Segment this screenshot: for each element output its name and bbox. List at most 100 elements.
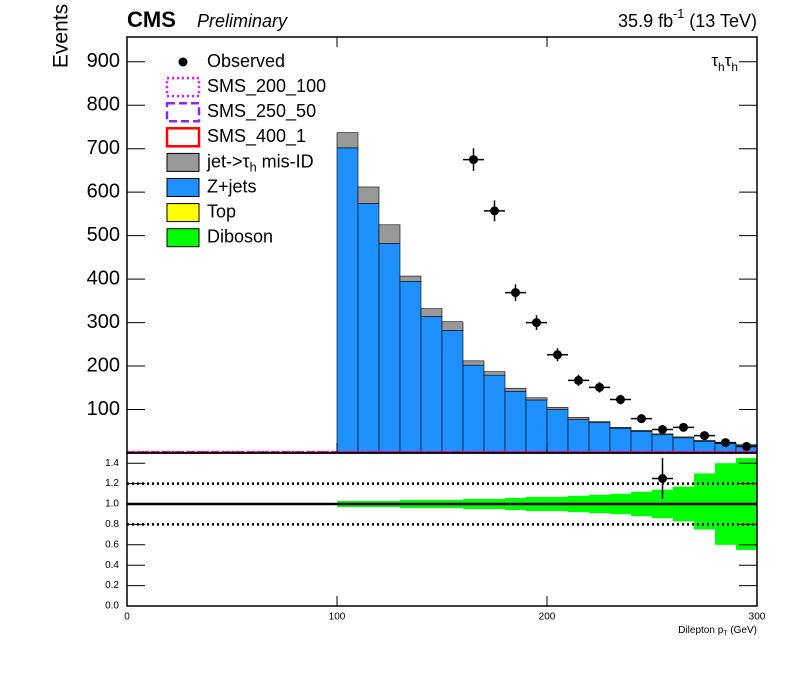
x-axis-label-part: T [723, 630, 728, 637]
channel-label-part: τ [725, 51, 732, 70]
uncertainty-band [694, 473, 715, 530]
x-tick-label: 200 [539, 612, 556, 623]
stack-bar [693, 440, 716, 442]
y-tick-label: 100 [87, 398, 120, 420]
stack-bar [420, 308, 443, 317]
stack-bar [525, 399, 548, 453]
stack-bar [504, 387, 527, 392]
stack-bar [357, 203, 380, 453]
lumi-label-part: -1 [673, 7, 684, 21]
stack-bar [357, 186, 380, 204]
stack-bar [609, 427, 632, 453]
legend-marker [165, 76, 201, 98]
observed-point [742, 441, 751, 451]
stack-bar [630, 430, 653, 453]
stack-bar [588, 421, 611, 423]
y-tick-label: 700 [87, 137, 120, 159]
legend-label: SMS_250_50 [207, 101, 316, 122]
lumi-label: 35.9 fb-1 (13 TeV) [618, 7, 757, 31]
channel-label-part: h [731, 60, 738, 74]
stack-bar [693, 440, 716, 453]
y-tick-label: 1.2 [105, 478, 119, 489]
legend-label-part: jet->τ [206, 151, 250, 171]
legend-marker [166, 228, 200, 248]
lumi-label-part: 35.9 fb [618, 11, 673, 31]
observed-point [595, 382, 604, 392]
legend-label-part: h [250, 161, 257, 175]
lumi-label-part: (13 TeV) [684, 11, 757, 31]
legend-label: SMS_400_1 [207, 126, 306, 147]
observed-point [679, 422, 688, 432]
stack-bar [672, 436, 695, 439]
y-tick-label: 0.2 [105, 580, 119, 591]
channel-label: τhτh [711, 51, 738, 74]
y-tick-label: 900 [87, 50, 120, 72]
stack-bar [462, 360, 485, 366]
x-axis-label-part: Dilepton p [678, 625, 723, 636]
stack-bar [336, 132, 359, 149]
legend-marker [165, 127, 201, 148]
stack-bar [546, 407, 569, 410]
x-tick-label: 100 [329, 612, 346, 623]
y-tick-label: 500 [87, 224, 120, 246]
observed-point [721, 438, 730, 448]
plot-frame [126, 452, 758, 607]
y-tick-label: 0.8 [105, 519, 119, 530]
y-tick-label: 600 [87, 180, 120, 202]
observed-point [532, 318, 541, 328]
legend-marker [166, 178, 200, 197]
observed-point [616, 395, 625, 405]
stack-bar [567, 417, 590, 420]
legend-marker [165, 101, 201, 123]
x-axis-label-part: (GeV) [728, 625, 757, 636]
legend-label-part: mis-ID [257, 151, 314, 171]
y-tick-label: 400 [87, 267, 120, 289]
legend-label-part: Z+jets [207, 176, 257, 196]
stack-bar [651, 434, 674, 453]
legend-label: Diboson [207, 226, 273, 246]
stack-bar [420, 316, 443, 453]
legend-label-part: Diboson [207, 226, 273, 246]
stack-bar [462, 364, 485, 453]
y-tick-label: 1.4 [105, 458, 119, 469]
y-tick-label: 1.0 [105, 499, 119, 510]
legend-label: SMS_200_100 [207, 76, 326, 97]
stack-bar [672, 437, 695, 453]
y-tick-label: 800 [87, 94, 120, 116]
x-axis-label: Dilepton pT (GeV) [678, 625, 757, 638]
observed-point [511, 288, 520, 298]
y-tick-label: 0.6 [105, 539, 119, 550]
observed-point [574, 375, 583, 385]
legend-marker [178, 57, 188, 67]
stack-bar [399, 280, 422, 453]
ratio-point [658, 474, 667, 483]
stack-bar [441, 321, 464, 331]
stack-bar [609, 427, 632, 429]
observed-point [490, 206, 499, 216]
stack-bar [483, 371, 506, 376]
stack-bar [546, 409, 569, 453]
observed-point [658, 425, 667, 435]
legend-label: Z+jets [207, 176, 257, 196]
legend-label-part: Top [207, 201, 236, 221]
stack-bar [378, 243, 401, 453]
stack-bar [504, 390, 527, 453]
status: Preliminary [197, 11, 288, 31]
observed-point [637, 414, 646, 424]
x-tick-label: 300 [749, 612, 766, 623]
stack-bar [588, 422, 611, 453]
observed-point [469, 155, 478, 165]
y-tick-label: 0.0 [105, 601, 119, 612]
stack-bar [336, 147, 359, 453]
channel-label-part: h [718, 60, 725, 74]
observed-point [553, 350, 562, 360]
y-tick-label: 300 [87, 311, 120, 333]
legend-label: Observed [207, 51, 285, 71]
legend-label: jet->τh mis-ID [206, 151, 314, 175]
legend-marker [166, 152, 200, 172]
y-tick-label: 0.4 [105, 560, 119, 571]
stack-bar [525, 397, 548, 401]
stack-bar [630, 430, 653, 432]
observed-point [700, 431, 709, 441]
